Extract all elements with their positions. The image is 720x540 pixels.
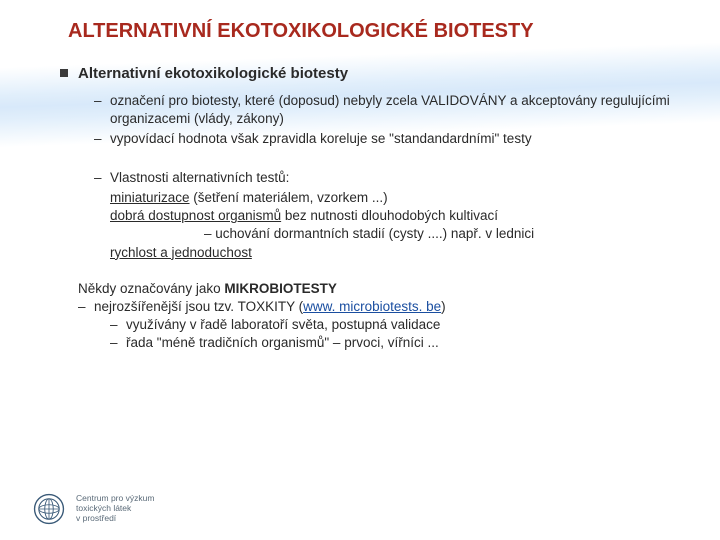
footer-text: Centrum pro výzkum toxických látek v pro…: [76, 494, 154, 523]
note-subitem: využívány v řadě laboratoří světa, postu…: [78, 316, 680, 334]
bullet-item: Vlastnosti alternativních testů:: [94, 169, 680, 187]
bold-text: MIKROBIOTESTY: [224, 281, 337, 296]
bullet-sub: dobrá dostupnost organismů bez nutnosti …: [94, 207, 680, 225]
slide-title: ALTERNATIVNÍ EKOTOXIKOLOGICKÉ BIOTESTY: [68, 20, 680, 43]
underlined-text: miniaturizace: [110, 190, 190, 205]
text: ): [441, 299, 446, 314]
footer-line: v prostředí: [76, 514, 154, 524]
note-line: Někdy označovány jako MIKROBIOTESTY: [78, 280, 680, 298]
section-heading: Alternativní ekotoxikologické biotesty: [60, 65, 680, 82]
globe-icon: [32, 492, 66, 526]
bullet-sub-deep: – uchování dormantních stadií (cysty ...…: [94, 225, 680, 243]
slide-content: ALTERNATIVNÍ EKOTOXIKOLOGICKÉ BIOTESTY A…: [0, 0, 720, 353]
link-microbiotests[interactable]: www. microbiotests. be: [303, 299, 441, 314]
bullet-item: vypovídací hodnota však zpravidla korelu…: [94, 130, 680, 148]
text: (šetření materiálem, vzorkem ...): [190, 190, 388, 205]
note-subitem: řada "méně tradičních organismů" – prvoc…: [78, 334, 680, 352]
bullet-sub: miniaturizace (šetření materiálem, vzork…: [94, 189, 680, 207]
underlined-text: rychlost a jednoduchost: [110, 245, 252, 260]
text: nejrozšířenější jsou tzv. TOXKITY (: [94, 299, 303, 314]
text: Někdy označovány jako: [78, 281, 224, 296]
underlined-text: dobrá dostupnost organismů: [110, 208, 281, 223]
footer: Centrum pro výzkum toxických látek v pro…: [32, 492, 154, 526]
note-block: Někdy označovány jako MIKROBIOTESTY nejr…: [78, 280, 680, 353]
bullet-group-2: Vlastnosti alternativních testů: miniatu…: [94, 169, 680, 262]
text: bez nutnosti dlouhodobých kultivací: [281, 208, 498, 223]
note-item: nejrozšířenější jsou tzv. TOXKITY (www. …: [78, 298, 680, 316]
bullet-item: označení pro biotesty, které (doposud) n…: [94, 92, 680, 128]
bullet-sub: rychlost a jednoduchost: [94, 244, 680, 262]
bullet-group-1: označení pro biotesty, které (doposud) n…: [94, 92, 680, 149]
